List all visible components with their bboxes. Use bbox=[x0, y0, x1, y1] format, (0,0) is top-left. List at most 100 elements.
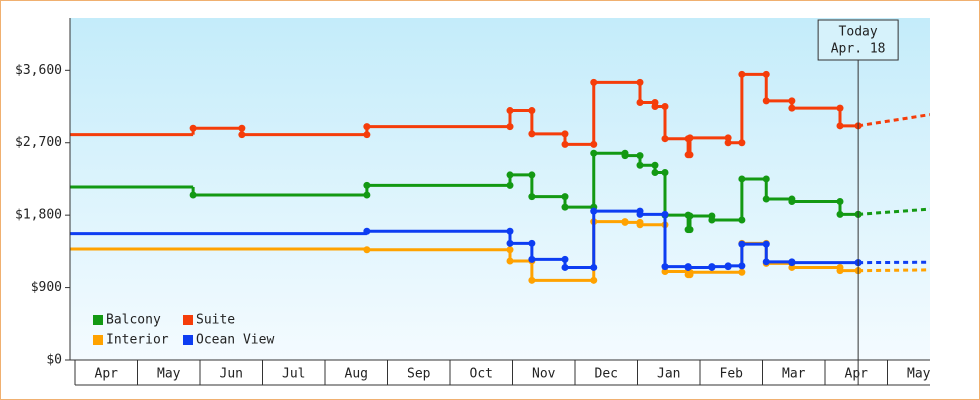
legend-swatch bbox=[183, 315, 193, 325]
point-marker bbox=[762, 258, 770, 266]
point-marker bbox=[788, 197, 796, 205]
point-marker bbox=[506, 107, 514, 115]
point-marker bbox=[506, 257, 514, 265]
y-tick-label: $2,700 bbox=[15, 135, 62, 150]
point-marker bbox=[528, 276, 536, 284]
x-tick-label: Dec bbox=[595, 367, 618, 382]
point-marker bbox=[651, 103, 659, 111]
x-tick-label: Apr bbox=[845, 367, 869, 382]
step-end-marker bbox=[363, 191, 371, 199]
point-marker bbox=[661, 263, 669, 271]
x-tick-label: Mar bbox=[782, 367, 806, 382]
x-tick-label: Apr bbox=[95, 367, 119, 382]
step-end-marker bbox=[590, 140, 598, 148]
step-end-marker bbox=[661, 169, 669, 177]
plot-area bbox=[70, 18, 930, 360]
point-marker bbox=[788, 104, 796, 112]
point-marker bbox=[590, 149, 598, 157]
point-marker bbox=[636, 210, 644, 218]
series bbox=[70, 70, 930, 159]
x-tick-label: Jul bbox=[282, 367, 305, 382]
y-tick-label: $1,800 bbox=[15, 208, 62, 223]
legend-label: Suite bbox=[196, 313, 235, 328]
point-marker bbox=[506, 239, 514, 247]
step-end-marker bbox=[651, 161, 659, 169]
point-marker bbox=[636, 221, 644, 229]
step-end-marker bbox=[738, 268, 746, 276]
step-end-marker bbox=[738, 262, 746, 270]
x-tick-label: Nov bbox=[532, 367, 556, 382]
today-label: Apr. 18 bbox=[831, 42, 886, 57]
point-marker bbox=[684, 263, 692, 271]
point-marker bbox=[621, 218, 629, 226]
legend-swatch bbox=[93, 315, 103, 325]
point-marker bbox=[363, 227, 371, 235]
step-end-marker bbox=[506, 123, 514, 131]
forecast-line bbox=[857, 113, 930, 128]
point-marker bbox=[724, 139, 732, 147]
point-marker bbox=[636, 98, 644, 106]
point-marker bbox=[363, 246, 371, 254]
step-end-marker bbox=[661, 103, 669, 111]
step-end-marker bbox=[636, 152, 644, 160]
step-end-marker bbox=[762, 70, 770, 78]
point-marker bbox=[724, 262, 732, 270]
point-marker bbox=[684, 151, 692, 159]
point-marker bbox=[189, 124, 197, 132]
point-marker bbox=[363, 123, 371, 131]
step-end-marker bbox=[506, 181, 514, 189]
point-marker bbox=[661, 267, 669, 275]
x-tick-label: May bbox=[157, 367, 181, 382]
y-tick-label: $3,600 bbox=[15, 63, 62, 78]
point-marker bbox=[738, 175, 746, 183]
x-tick-label: Jun bbox=[220, 367, 243, 382]
step-end-marker bbox=[363, 131, 371, 139]
legend-label: Ocean View bbox=[196, 333, 274, 348]
point-marker bbox=[506, 171, 514, 179]
step-end-marker bbox=[762, 175, 770, 183]
x-tick-label: May bbox=[907, 367, 931, 382]
point-marker bbox=[836, 267, 844, 275]
point-marker bbox=[661, 135, 669, 143]
x-tick-label: Sep bbox=[407, 367, 431, 382]
forecast-line bbox=[858, 207, 930, 216]
point-marker bbox=[762, 97, 770, 105]
series bbox=[70, 149, 930, 234]
point-marker bbox=[189, 191, 197, 199]
today-label: Today bbox=[839, 25, 878, 40]
point-marker bbox=[528, 130, 536, 138]
step-end-marker bbox=[561, 130, 569, 138]
legend-label: Interior bbox=[106, 333, 169, 348]
point-marker bbox=[528, 193, 536, 201]
step-end-marker bbox=[590, 276, 598, 284]
legend-swatch bbox=[93, 335, 103, 345]
point-marker bbox=[590, 78, 598, 86]
point-marker bbox=[561, 140, 569, 148]
step-end-marker bbox=[561, 255, 569, 263]
step-end-marker bbox=[528, 239, 536, 247]
point-marker bbox=[621, 152, 629, 160]
step-end-marker bbox=[506, 246, 514, 254]
point-marker bbox=[684, 226, 692, 234]
point-marker bbox=[528, 255, 536, 263]
legend-label: Balcony bbox=[106, 313, 161, 328]
point-marker bbox=[686, 134, 694, 142]
point-marker bbox=[238, 131, 246, 139]
point-marker bbox=[708, 216, 716, 224]
point-marker bbox=[561, 203, 569, 211]
step-end-marker bbox=[506, 227, 514, 235]
point-marker bbox=[738, 240, 746, 248]
point-marker bbox=[708, 263, 716, 271]
x-tick-label: Jan bbox=[657, 367, 680, 382]
step-end-marker bbox=[561, 193, 569, 201]
point-marker bbox=[636, 161, 644, 169]
y-tick-label: $900 bbox=[31, 280, 62, 295]
step-end-marker bbox=[762, 240, 770, 248]
point-marker bbox=[836, 122, 844, 130]
point-marker bbox=[651, 169, 659, 177]
point-marker bbox=[788, 259, 796, 267]
point-marker bbox=[561, 263, 569, 271]
step-end-marker bbox=[788, 97, 796, 105]
step-end-marker bbox=[724, 134, 732, 142]
